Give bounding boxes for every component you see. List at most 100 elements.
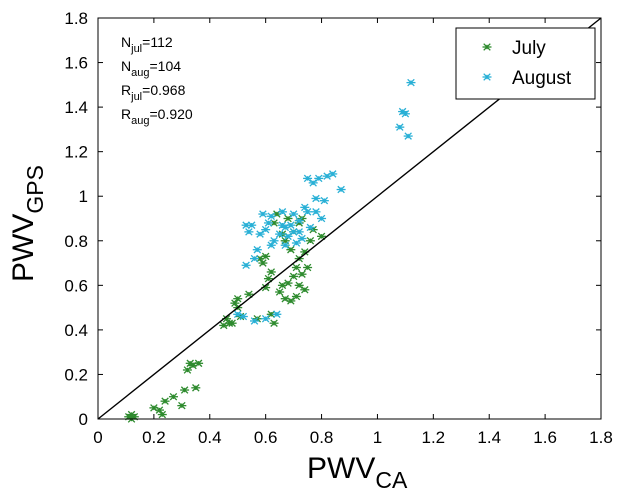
annotation-sub: jul	[130, 43, 142, 55]
data-point	[319, 196, 329, 205]
x-axis-label-sub: CA	[375, 467, 408, 493]
data-point	[261, 225, 271, 234]
data-point	[294, 216, 304, 225]
data-point	[395, 123, 405, 131]
data-point	[286, 221, 296, 229]
x-tick-label: 1.8	[589, 428, 613, 447]
data-point	[328, 170, 338, 178]
y-axis-label-main: PWV	[7, 214, 40, 282]
data-point	[168, 392, 178, 401]
annotation-value: =0.920	[149, 106, 192, 122]
data-point	[305, 237, 315, 245]
data-point	[194, 359, 204, 368]
legend-box	[455, 27, 596, 100]
data-point	[406, 78, 416, 87]
data-point	[294, 281, 304, 290]
y-tick-label: 1.4	[64, 98, 88, 117]
data-point	[300, 286, 310, 294]
data-point	[317, 214, 327, 223]
data-point	[297, 270, 307, 278]
data-point	[241, 261, 251, 270]
data-point	[180, 386, 190, 394]
annotation: Raug=0.920	[121, 106, 193, 127]
data-point	[289, 272, 299, 281]
legend-items: July August	[482, 38, 572, 89]
data-point	[289, 228, 299, 236]
legend: July August	[455, 27, 596, 100]
data-point	[269, 237, 279, 245]
data-point	[275, 288, 285, 296]
data-point	[255, 230, 265, 238]
data-point	[291, 263, 301, 272]
data-point	[303, 174, 313, 183]
data-point	[314, 174, 324, 183]
legend-marker-july	[482, 43, 492, 51]
legend-label: August	[512, 68, 572, 89]
data-point	[269, 319, 279, 327]
annotation-main: R	[121, 106, 131, 122]
data-point	[233, 294, 243, 303]
x-axis-ticks: 0 0.2 0.4 0.6 0.8 1 1.2 1.4 1.6 1.8	[93, 18, 613, 447]
y-tick-label: 0.6	[64, 276, 88, 295]
annotation: Njul=112	[121, 34, 173, 55]
data-point	[252, 245, 262, 254]
data-point	[177, 401, 187, 410]
x-tick-label: 1.6	[533, 428, 557, 447]
data-point	[286, 297, 296, 305]
annotation-main: N	[121, 58, 131, 74]
data-point	[280, 241, 290, 249]
data-point	[266, 268, 276, 276]
x-tick-label: 0	[93, 428, 102, 447]
data-point	[291, 292, 301, 301]
data-point	[272, 310, 282, 319]
annotation: Naug=104	[121, 58, 181, 79]
x-tick-label: 1	[373, 428, 382, 447]
y-tick-label: 0	[79, 410, 88, 429]
data-point	[311, 208, 321, 216]
data-point	[249, 254, 259, 263]
data-point	[403, 132, 413, 140]
data-point	[263, 219, 273, 227]
legend-marker-august	[482, 73, 492, 81]
data-point	[275, 230, 285, 238]
data-point	[283, 232, 293, 241]
x-tick-label: 0.8	[310, 428, 334, 447]
data-point	[261, 314, 271, 323]
y-tick-label: 0.4	[64, 321, 88, 340]
data-point	[283, 279, 293, 287]
annotation-sub: aug	[131, 115, 149, 127]
data-point	[157, 410, 167, 419]
data-point	[289, 210, 299, 218]
data-point	[303, 208, 313, 216]
x-tick-label: 0.6	[254, 428, 278, 447]
x-axis-label: PWVCA	[307, 452, 408, 493]
series-august	[233, 78, 416, 325]
data-point	[191, 384, 201, 392]
x-axis-label-main: PWV	[307, 452, 375, 485]
data-point	[182, 366, 192, 374]
y-tick-label: 1.8	[64, 9, 88, 28]
data-point	[261, 252, 271, 261]
annotation: Rjul=0.968	[121, 82, 186, 103]
data-point	[311, 194, 321, 203]
y-axis-ticks: 0 0.2 0.4 0.6 0.8 1 1.2 1.4 1.6 1.8	[64, 9, 601, 429]
annotation-sub: aug	[131, 67, 149, 79]
data-point	[160, 397, 170, 405]
data-point	[297, 234, 307, 243]
data-point	[280, 223, 290, 232]
data-point	[266, 212, 276, 221]
y-axis-label-sub: GPS	[22, 165, 48, 214]
data-point	[286, 245, 296, 254]
legend-label: July	[512, 38, 546, 59]
data-point	[305, 223, 315, 232]
data-point	[249, 317, 259, 325]
annotation-main: N	[121, 34, 131, 50]
y-tick-label: 0.8	[64, 232, 88, 251]
data-point	[308, 179, 318, 187]
annotation-value: =104	[149, 58, 181, 74]
data-point	[291, 239, 301, 247]
annotation-main: R	[121, 82, 131, 98]
data-point	[258, 210, 268, 218]
x-tick-label: 0.2	[142, 428, 166, 447]
data-point	[244, 228, 254, 236]
